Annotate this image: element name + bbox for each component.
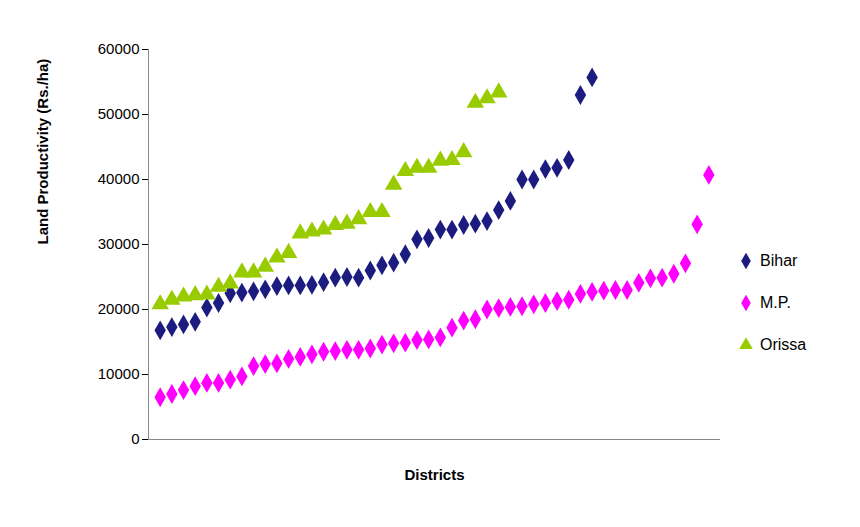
- svg-text:Land Productivity (Rs./ha): Land Productivity (Rs./ha): [34, 59, 51, 245]
- svg-text:30000: 30000: [98, 235, 140, 252]
- svg-text:0: 0: [131, 430, 139, 447]
- svg-text:40000: 40000: [98, 170, 140, 187]
- svg-text:20000: 20000: [98, 300, 140, 317]
- svg-text:10000: 10000: [98, 365, 140, 382]
- svg-text:Districts: Districts: [404, 466, 464, 483]
- html-text:M.P.: M.P.: [760, 294, 791, 311]
- svg-text:50000: 50000: [98, 105, 140, 122]
- html-text:Orissa: Orissa: [760, 336, 807, 353]
- html-text:Bihar: Bihar: [760, 252, 798, 269]
- svg-text:60000: 60000: [98, 40, 140, 57]
